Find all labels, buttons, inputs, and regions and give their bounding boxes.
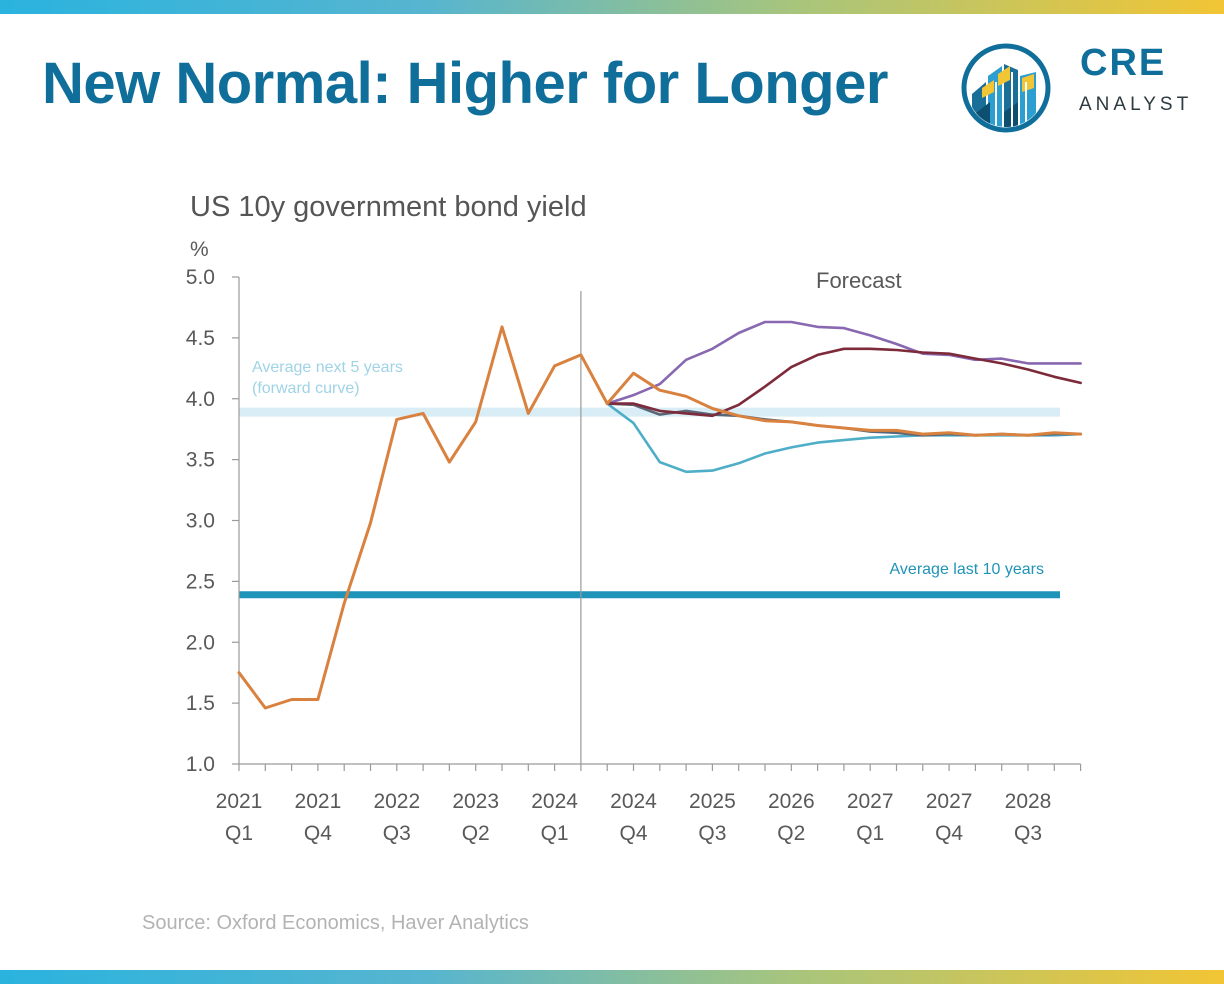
x-tick-label-year: 2025 — [689, 790, 736, 813]
annotation-next5-line1: Average next 5 years — [252, 359, 403, 376]
x-tick-label-year: 2028 — [1005, 790, 1052, 813]
y-tick-label: 4.0 — [186, 388, 215, 411]
x-tick-label-quarter: Q3 — [383, 822, 411, 845]
y-tick-label: 3.0 — [186, 510, 215, 533]
y-tick-label: 1.5 — [186, 692, 215, 715]
series-line-1 — [237, 325, 1083, 710]
chart-title: US 10y government bond yield — [190, 191, 587, 223]
x-tick-label-year: 2022 — [373, 790, 420, 813]
annotation-next5-line2: (forward curve) — [252, 380, 360, 397]
chart-axes: 5.04.54.03.53.02.52.01.51.02021Q12021Q42… — [186, 266, 1082, 845]
top-gradient-bar — [0, 0, 1224, 14]
x-tick-label-year: 2024 — [610, 790, 657, 813]
x-tick-label-quarter: Q3 — [698, 822, 726, 845]
y-tick-label: 4.5 — [186, 327, 215, 350]
y-tick-label: 3.5 — [186, 449, 215, 472]
series-layer — [237, 320, 1083, 710]
x-tick-label-year: 2021 — [295, 790, 342, 813]
x-tick-label-year: 2024 — [531, 790, 578, 813]
forecast-label: Forecast — [816, 268, 902, 293]
annotation-last10: Average last 10 years — [890, 561, 1044, 578]
x-tick-label-quarter: Q4 — [619, 822, 647, 845]
y-tick-label: 1.0 — [186, 753, 215, 776]
page-title: New Normal: Higher for Longer — [42, 51, 888, 116]
source-note: Source: Oxford Economics, Haver Analytic… — [142, 912, 529, 934]
x-tick-label-quarter: Q4 — [935, 822, 963, 845]
company-logo: CRE ANALYST — [960, 42, 1200, 134]
y-tick-label: 2.0 — [186, 631, 215, 654]
building-chart-logo-icon — [961, 43, 1051, 133]
series-line-3 — [605, 320, 1082, 405]
y-axis-unit-label: % — [190, 238, 209, 261]
x-tick-label-year: 2023 — [452, 790, 499, 813]
y-tick-label: 5.0 — [186, 266, 215, 289]
y-tick-label: 2.5 — [186, 570, 215, 593]
x-tick-label-quarter: Q2 — [777, 822, 805, 845]
logo-wordmark-cre: CRE — [1080, 42, 1167, 84]
x-tick-label-quarter: Q1 — [541, 822, 569, 845]
x-tick-label-quarter: Q2 — [462, 822, 490, 845]
series-line-4 — [605, 347, 1082, 418]
x-tick-label-year: 2021 — [216, 790, 263, 813]
x-tick-label-year: 2027 — [847, 790, 894, 813]
bottom-gradient-bar — [0, 970, 1224, 984]
x-tick-label-quarter: Q1 — [856, 822, 884, 845]
x-tick-label-quarter: Q3 — [1014, 822, 1042, 845]
logo-wordmark-analyst: ANALYST — [1079, 94, 1193, 115]
x-tick-label-year: 2026 — [768, 790, 815, 813]
x-tick-label-year: 2027 — [926, 790, 973, 813]
x-tick-label-quarter: Q1 — [225, 822, 253, 845]
x-tick-label-quarter: Q4 — [304, 822, 332, 845]
